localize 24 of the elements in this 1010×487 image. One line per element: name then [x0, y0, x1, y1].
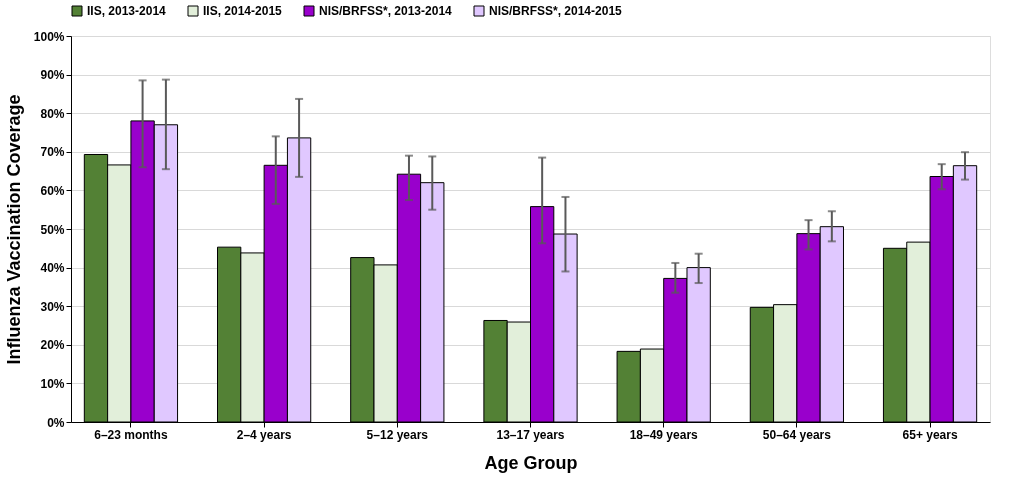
x-tick-label: 50–64 years	[762, 427, 832, 442]
x-tick-label: 5–12 years	[366, 427, 429, 442]
y-tick-label: 40%	[40, 261, 65, 276]
y-tick-label: 100%	[33, 29, 65, 44]
x-tick-label: 2–4 years	[236, 427, 292, 442]
x-tick-label: 13–17 years	[496, 427, 565, 442]
x-axis-title: Age Group	[484, 452, 578, 473]
legend-label: NIS/BRFSS*, 2013-2014	[319, 4, 453, 18]
x-tick-label: 65+ years	[902, 427, 958, 442]
y-tick-label: 90%	[40, 68, 65, 83]
x-tick-label: 18–49 years	[629, 427, 699, 442]
y-tick-label: 70%	[40, 145, 65, 160]
x-tick-label: 6–23 months	[94, 427, 168, 442]
y-tick-label: 10%	[40, 376, 65, 391]
y-tick-label: 80%	[40, 106, 65, 121]
y-tick-label: 50%	[40, 222, 65, 237]
legend-label: IIS, 2014-2015	[203, 4, 283, 18]
y-tick-label: 30%	[40, 299, 65, 314]
y-tick-label: 60%	[40, 183, 65, 198]
legend-label: IIS, 2013-2014	[87, 4, 167, 18]
y-tick-label: 0%	[47, 415, 65, 430]
legend-label: NIS/BRFSS*, 2014-2015	[489, 4, 623, 18]
y-axis-title: Influenza Vaccination Coverage	[3, 94, 24, 365]
y-tick-label: 20%	[40, 338, 65, 353]
